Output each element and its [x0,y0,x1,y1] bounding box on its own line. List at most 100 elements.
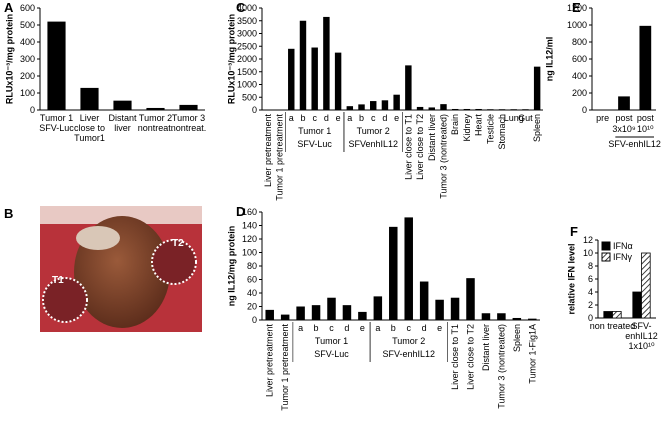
x-tick-label: b [314,323,319,333]
y-tick-label: 120 [242,234,257,244]
bar [358,104,365,110]
bar [497,313,506,320]
y-tick-label: 400 [20,37,35,47]
x-tick-label: a [347,113,352,123]
y-tick-label: 500 [20,20,35,30]
tumor-label: T1 [52,275,64,286]
x-tick-label: c [329,323,334,333]
y-tick-label: 100 [242,248,257,258]
y-tick-label: 40 [247,288,257,298]
bar [498,109,506,110]
y-axis-label: relative IFN level [566,243,576,314]
bar [342,305,352,320]
y-tick-label: 1200 [567,3,587,13]
group-label: SFV-enhIL12 [608,139,661,149]
y-tick-label: 0 [582,105,587,115]
x-tick-label: b [391,323,396,333]
x-tick-label: e [394,113,399,123]
x-tick-label: Spleen [512,324,522,352]
photo-tissue [40,206,202,224]
x-tick-label: c [371,113,376,123]
x-tick-label: d [422,323,427,333]
y-tick-label: 500 [242,92,257,102]
y-tick-label: 4000 [237,3,257,13]
bar [146,107,165,110]
bar [416,106,424,110]
legend-label: IFNα [613,241,633,251]
x-tick-label: enhIL12 [625,331,658,341]
bar [311,47,318,110]
x-tick-label: b [359,113,364,123]
tumor-outline [42,277,88,323]
y-axis-label: RLUx10⁻³/mg protein [226,14,236,104]
x-tick-label: Gut [518,113,533,123]
y-tick-label: 12 [583,235,593,245]
tumor [43,278,87,322]
y-tick-label: 2000 [237,54,257,64]
y-axis-label: ng IL12/mg protein [226,226,236,307]
x-tick-label: non treated [590,321,636,331]
x-tick-label: Distant liver [481,324,491,371]
y-axis-label: ng IL12/ml [544,37,554,82]
bar [510,109,517,110]
y-tick-label: 4 [588,287,593,297]
group-sublabel: SFV-Luc [297,139,332,149]
panel-label: C [236,0,246,15]
y-axis-label: RLUx10⁻³/mg protein [4,14,14,104]
bar [179,104,198,110]
panel-label: F [570,224,578,239]
y-tick-label: 400 [572,71,587,81]
y-tick-label: 1000 [567,20,587,30]
x-tick-label: Tumor 1 pretreatment [280,324,290,411]
y-tick-label: 0 [252,315,257,325]
x-tick-label: Tumor 1 pretreatment [275,114,285,201]
x-tick-label: b [300,113,305,123]
x-tick-label: Brain [450,114,460,135]
x-tick-label: Liver pretreatment [265,324,275,398]
panel-label: A [4,0,14,15]
bar [481,313,491,320]
x-tick-label: Liver close to T1 [450,324,460,390]
x-tick-label: nontreat. [138,123,174,133]
legend-swatch [601,252,611,262]
y-tick-label: 600 [20,3,35,13]
y-tick-label: 6 [588,274,593,284]
x-tick-label: post [615,113,633,123]
group-sublabel: SFV-enhIL12 [382,349,435,359]
x-tick-label: Tumor 2 [139,113,172,123]
group-label: Tumor 2 [357,126,390,136]
bar [113,100,132,110]
bar [428,107,435,110]
x-tick-label: nontreat. [171,123,207,133]
bar [612,311,622,319]
x-tick-label: Tumor 3 (nontreated) [496,324,506,409]
group-sublabel: SFVenhIL12 [348,139,398,149]
bar [80,87,99,110]
photo-panel: B T1 T2 [4,206,202,332]
bar [533,66,541,110]
bar [299,20,307,110]
bar [405,65,412,110]
y-tick-label: 200 [572,88,587,98]
x-tick-label: Tumor1 [74,133,105,143]
x-tick-label: close to [74,123,105,133]
x-tick-label: a [375,323,380,333]
x-tick-label: d [324,113,329,123]
x-tick-label: Tumor 3 (nontreated) [438,114,448,199]
y-tick-label: 100 [20,88,35,98]
bar [358,311,367,320]
x-tick-label: a [289,113,294,123]
bar [311,305,321,320]
bar [393,94,400,110]
y-tick-label: 160 [242,207,257,217]
x-tick-label: Liver close to T2 [415,114,425,180]
bar [435,299,444,320]
y-tick-label: 20 [247,302,257,312]
bar [296,306,305,320]
bar [373,296,383,320]
bar [370,101,377,110]
bar [463,108,471,110]
x-tick-label: Tumor 1-Fig1A [527,324,537,384]
x-tick-label: Tumor 1 [40,113,73,123]
photo-tissue [76,226,120,250]
